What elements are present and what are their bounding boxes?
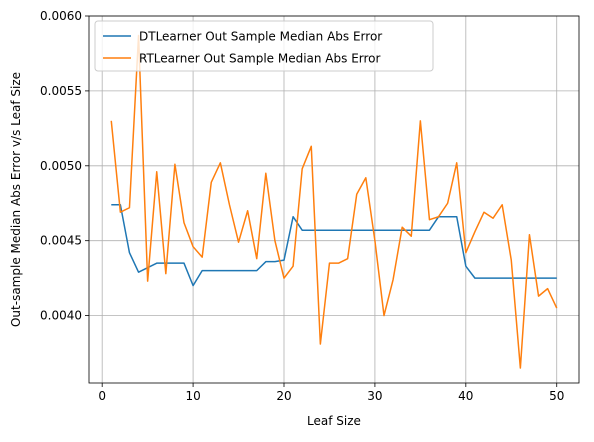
x-axis-label: Leaf Size bbox=[307, 414, 361, 428]
x-tick-label: 30 bbox=[367, 389, 382, 403]
y-tick-label: 0.0050 bbox=[40, 159, 82, 173]
y-tick-label: 0.0040 bbox=[40, 309, 82, 323]
y-tick-label: 0.0045 bbox=[40, 234, 82, 248]
y-axis-label: Out-sample Median Abs Error v/s Leaf Siz… bbox=[9, 72, 23, 327]
legend-label-1: DTLearner Out Sample Median Abs Error bbox=[139, 30, 382, 44]
plot-area-frame bbox=[88, 15, 580, 384]
x-tick-label: 20 bbox=[276, 389, 291, 403]
x-axis-ticks: 0 10 20 30 40 50 bbox=[98, 383, 564, 403]
y-tick-label: 0.0060 bbox=[40, 9, 82, 23]
y-tick-label: 0.0055 bbox=[40, 84, 82, 98]
series-lines bbox=[110, 34, 558, 369]
legend: DTLearner Out Sample Median Abs Error RTL… bbox=[94, 20, 434, 72]
x-tick-label: 10 bbox=[185, 389, 200, 403]
y-axis-ticks: 0.0040 0.0045 0.0050 0.0055 0.0060 bbox=[40, 9, 89, 323]
x-tick-label: 0 bbox=[98, 389, 106, 403]
x-tick-label: 40 bbox=[458, 389, 473, 403]
x-tick-label: 50 bbox=[549, 389, 564, 403]
series-line-2 bbox=[110, 34, 558, 369]
series-line-1 bbox=[111, 203, 557, 287]
legend-box bbox=[94, 20, 434, 72]
legend-label-2: RTLearner Out Sample Median Abs Error bbox=[139, 52, 381, 66]
